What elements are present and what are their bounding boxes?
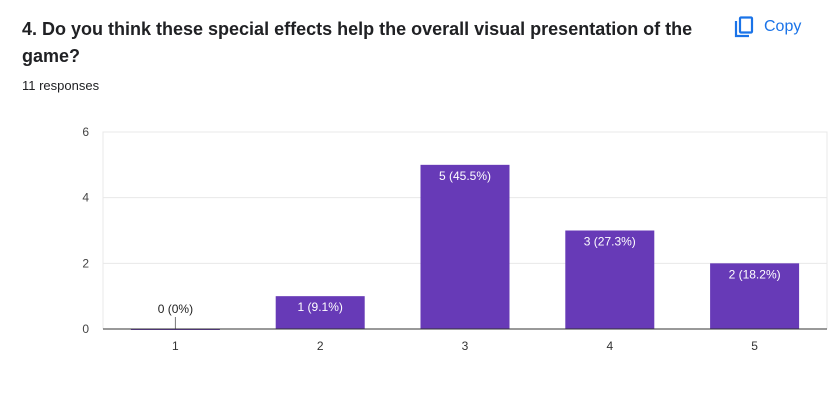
x-tick-label: 1 [172,339,179,353]
y-tick-label: 4 [82,191,89,205]
question-title: 4. Do you think these special effects he… [22,19,693,66]
bar [275,296,365,329]
data-label: 5 (45.5%) [439,169,491,183]
x-tick-label: 2 [317,339,324,353]
copy-label: Copy [764,18,802,35]
data-label: 0 (0%) [158,302,193,316]
bar [710,263,800,329]
x-tick-label: 3 [462,339,469,353]
y-tick-label: 0 [82,322,89,336]
response-count: 11 responses [22,78,100,93]
copy-button[interactable]: Copy [734,14,801,40]
copy-icon [734,16,754,38]
bar [420,164,510,329]
x-tick-label: 5 [751,339,758,353]
data-label: 3 (27.3%) [584,235,636,249]
x-tick-label: 4 [606,339,613,353]
data-label: 2 (18.2%) [729,267,781,281]
y-tick-label: 6 [82,125,89,139]
data-label: 1 (9.1%) [298,300,343,314]
bar [565,230,655,329]
y-tick-label: 2 [82,256,89,270]
